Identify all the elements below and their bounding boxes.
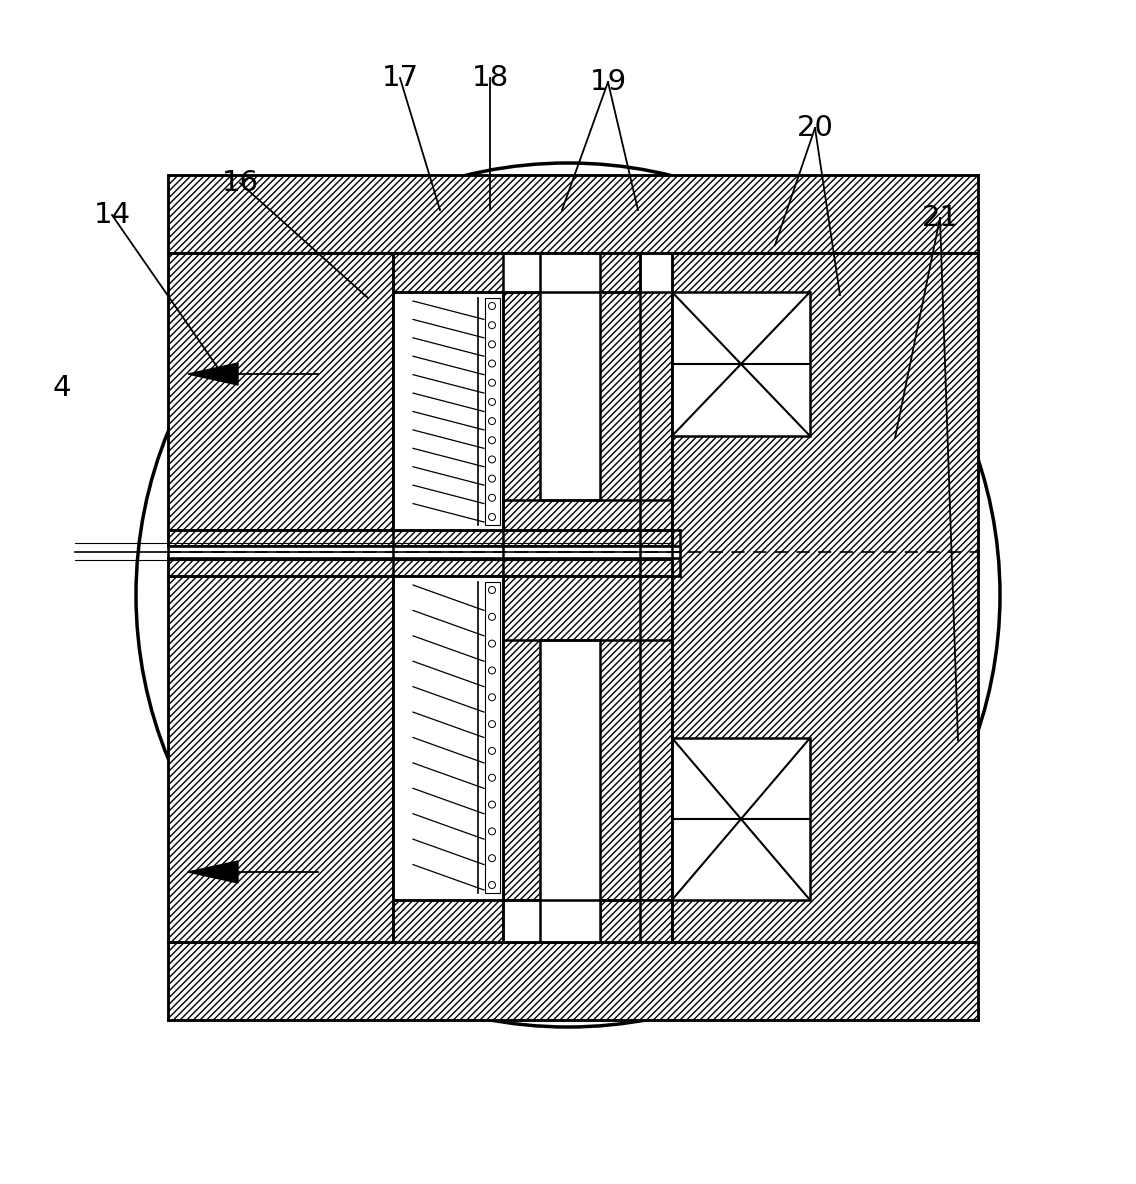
- Polygon shape: [673, 253, 978, 942]
- Circle shape: [488, 882, 495, 888]
- Polygon shape: [503, 292, 673, 530]
- Circle shape: [136, 163, 1000, 1027]
- Circle shape: [488, 475, 495, 482]
- Text: 17: 17: [382, 64, 418, 92]
- Circle shape: [488, 398, 495, 405]
- Polygon shape: [393, 575, 503, 900]
- Circle shape: [488, 379, 495, 386]
- Polygon shape: [168, 253, 393, 530]
- Circle shape: [488, 437, 495, 444]
- Circle shape: [488, 586, 495, 593]
- Text: 21: 21: [921, 204, 959, 232]
- Text: 20: 20: [796, 114, 834, 142]
- Circle shape: [488, 514, 495, 521]
- Polygon shape: [187, 861, 239, 883]
- Circle shape: [488, 360, 495, 367]
- Circle shape: [488, 855, 495, 862]
- Polygon shape: [503, 253, 560, 292]
- Text: 4: 4: [52, 374, 72, 403]
- Polygon shape: [485, 298, 500, 525]
- Polygon shape: [540, 641, 600, 942]
- Polygon shape: [503, 900, 600, 942]
- Polygon shape: [485, 583, 500, 893]
- Polygon shape: [187, 363, 239, 385]
- Polygon shape: [393, 575, 640, 942]
- Circle shape: [488, 721, 495, 728]
- Circle shape: [488, 494, 495, 501]
- Polygon shape: [168, 175, 978, 253]
- Circle shape: [488, 828, 495, 835]
- Polygon shape: [168, 575, 393, 942]
- Text: 16: 16: [222, 169, 259, 197]
- Circle shape: [488, 302, 495, 309]
- Polygon shape: [168, 530, 680, 546]
- Text: 14: 14: [93, 201, 131, 229]
- Polygon shape: [168, 558, 680, 575]
- Circle shape: [488, 613, 495, 620]
- Circle shape: [488, 341, 495, 348]
- Polygon shape: [673, 292, 810, 436]
- Polygon shape: [503, 900, 673, 942]
- Circle shape: [488, 322, 495, 329]
- Text: 18: 18: [471, 64, 509, 92]
- Circle shape: [488, 641, 495, 648]
- Polygon shape: [168, 546, 680, 558]
- Polygon shape: [503, 575, 673, 900]
- Circle shape: [488, 456, 495, 463]
- Text: 19: 19: [590, 67, 627, 96]
- Polygon shape: [393, 253, 640, 530]
- Polygon shape: [540, 253, 600, 500]
- Polygon shape: [168, 942, 978, 1019]
- Circle shape: [488, 418, 495, 425]
- Circle shape: [488, 747, 495, 754]
- Circle shape: [488, 774, 495, 781]
- Circle shape: [488, 694, 495, 701]
- Polygon shape: [673, 738, 810, 900]
- Circle shape: [488, 802, 495, 807]
- Polygon shape: [393, 292, 503, 530]
- Circle shape: [488, 667, 495, 674]
